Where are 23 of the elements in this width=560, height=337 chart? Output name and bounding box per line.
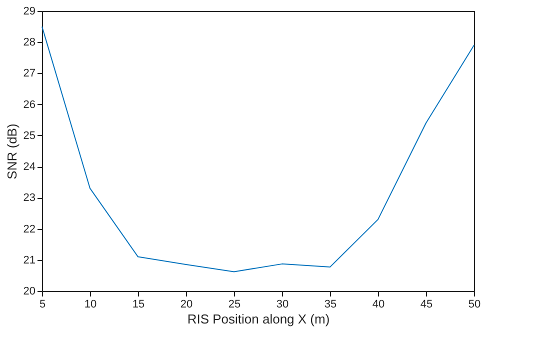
x-tick-label: 10 [84, 298, 97, 310]
x-tick-label: 40 [372, 298, 385, 310]
x-axis-title: RIS Position along X (m) [187, 312, 330, 326]
x-tick-label: 25 [228, 298, 241, 310]
y-tick-label: 29 [23, 6, 36, 18]
y-axis-title: SNR (dB) [4, 124, 20, 180]
y-tick-label: 27 [23, 68, 36, 80]
y-tick-label: 25 [23, 130, 36, 142]
y-tick-label: 23 [23, 192, 36, 204]
line-series [42, 26, 474, 272]
x-tick-label: 5 [39, 298, 46, 310]
x-tick-label: 20 [180, 298, 193, 310]
y-tick-label: 28 [23, 36, 36, 49]
y-tick-label: 20 [23, 286, 36, 298]
x-tick-label: 45 [420, 298, 433, 310]
x-tick-label: 50 [468, 298, 481, 310]
x-tick-label: 35 [324, 298, 337, 310]
y-tick-label: 22 [23, 223, 36, 236]
y-tick-label: 21 [23, 254, 36, 266]
x-tick-label: 30 [276, 298, 289, 310]
y-tick-label: 24 [23, 161, 36, 174]
y-tick-label: 26 [23, 98, 36, 111]
x-tick-label: 15 [132, 298, 145, 310]
